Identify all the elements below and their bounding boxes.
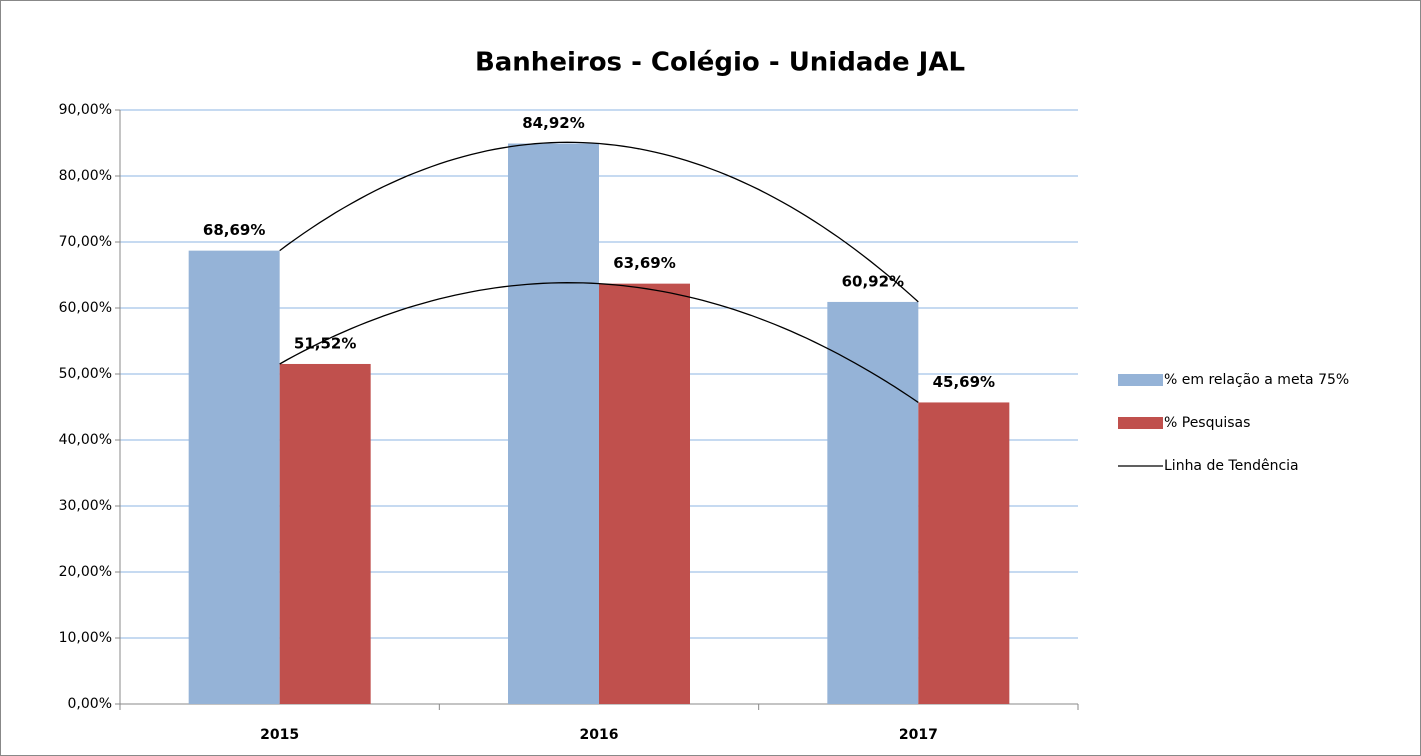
y-tick-label: 10,00% [59, 630, 112, 646]
y-tick-label: 40,00% [59, 432, 112, 448]
bar [279, 363, 371, 704]
y-tick-label: 90,00% [59, 102, 112, 118]
y-tick-label: 20,00% [59, 564, 112, 580]
data-label: 84,92% [522, 114, 584, 132]
legend-label: % em relação a meta 75% [1164, 372, 1349, 388]
y-tick-label: 70,00% [59, 234, 112, 250]
y-tick-label: 0,00% [68, 696, 112, 712]
chart-title: Banheiros - Colégio - Unidade JAL [475, 48, 965, 78]
trendline [279, 141, 919, 303]
bar [508, 143, 599, 704]
data-label: 60,92% [842, 272, 904, 290]
legend-label: Linha de Tendência [1164, 458, 1299, 474]
trendline [279, 282, 919, 403]
bar [827, 301, 919, 704]
data-label: 45,69% [933, 373, 995, 391]
data-label: 68,69% [203, 221, 265, 239]
legend-swatch [1118, 374, 1163, 386]
bar [599, 283, 690, 704]
y-tick-label: 50,00% [59, 366, 112, 382]
y-tick-label: 30,00% [59, 498, 112, 514]
legend-swatch [1118, 417, 1163, 429]
x-tick-label: 2016 [580, 727, 619, 743]
legend-label: % Pesquisas [1164, 415, 1250, 431]
bar [188, 250, 280, 704]
y-tick-label: 80,00% [59, 168, 112, 184]
x-tick-label: 2015 [260, 727, 299, 743]
data-label: 51,52% [294, 334, 356, 352]
data-label: 63,69% [613, 254, 675, 272]
y-tick-label: 60,00% [59, 300, 112, 316]
bar [918, 402, 1010, 704]
x-tick-label: 2017 [899, 727, 938, 743]
